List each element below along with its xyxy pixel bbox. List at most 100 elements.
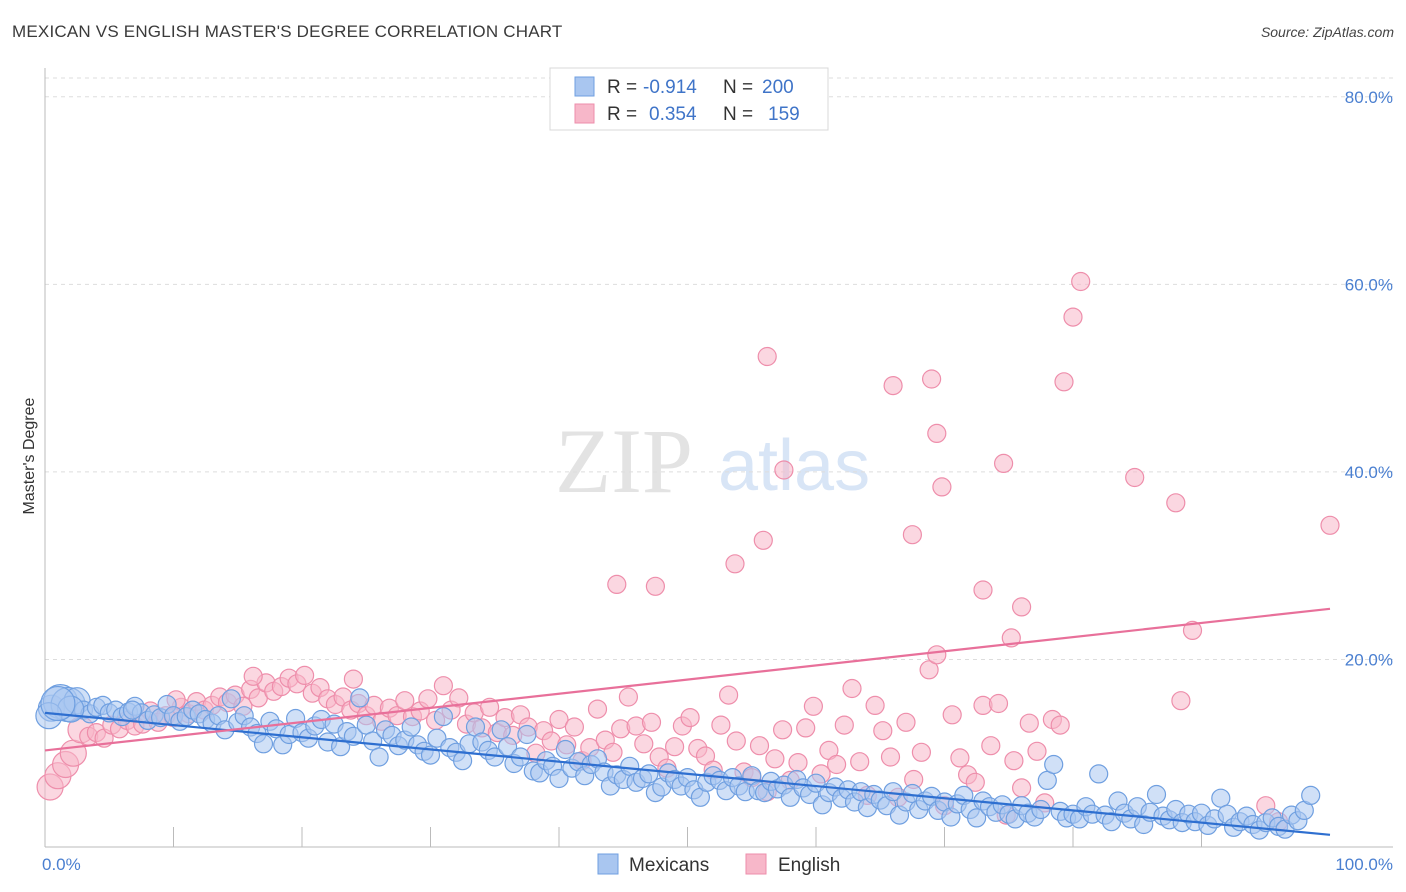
series-legend-label-english: English — [778, 855, 840, 876]
english-point — [343, 669, 363, 689]
mexicans-point — [1089, 764, 1109, 784]
english-point — [873, 721, 893, 741]
english-point — [932, 477, 952, 497]
english-point — [911, 742, 932, 762]
english-point — [865, 695, 885, 716]
english-point — [1019, 713, 1039, 733]
english-point — [753, 530, 773, 550]
english-point — [803, 696, 824, 716]
y-tick-labels: 20.0% 40.0% 60.0% 80.0% — [1345, 88, 1393, 670]
watermark-zip: ZIP — [555, 410, 693, 512]
english-point — [842, 678, 862, 699]
english-point — [1011, 597, 1032, 617]
english-point — [796, 718, 816, 738]
legend-r-value-english: 0.354 — [649, 104, 697, 125]
english-point — [59, 739, 87, 767]
english-point — [757, 346, 777, 367]
english-trend-line — [44, 607, 1331, 752]
english-point — [1027, 741, 1047, 761]
english-point — [902, 525, 923, 545]
english-point — [981, 736, 1001, 756]
y-tick-label-40: 40.0% — [1345, 463, 1393, 482]
legend-n-label-english: N = — [723, 104, 753, 125]
mexicans-point — [253, 734, 274, 754]
english-point — [1050, 715, 1070, 735]
english-point — [641, 712, 662, 732]
english-point — [711, 715, 731, 735]
legend-swatch-english — [574, 103, 595, 124]
english-point — [1011, 778, 1032, 798]
english-point — [433, 676, 453, 696]
series-legend-swatch-english — [745, 853, 767, 875]
mexicans-point — [549, 768, 569, 789]
mexicans-point — [453, 751, 473, 771]
english-point — [726, 731, 746, 751]
english-point — [772, 720, 793, 740]
legend-r-value-mexicans: -0.914 — [643, 77, 697, 98]
mexicans-point — [427, 728, 447, 748]
english-point — [395, 691, 415, 711]
legend-r-label-english: R = — [607, 104, 637, 125]
english-point — [295, 665, 315, 686]
english-point — [1004, 751, 1024, 771]
english-point — [942, 705, 962, 725]
english-point — [664, 737, 685, 757]
english-point — [618, 687, 639, 707]
mexicans-point — [780, 787, 800, 807]
english-point — [725, 554, 745, 574]
english-point — [765, 749, 785, 769]
series-legend: Mexicans English — [597, 853, 840, 876]
english-point — [850, 752, 870, 772]
english-point — [993, 453, 1014, 473]
english-point — [587, 699, 608, 719]
legend-n-value-english: 159 — [768, 104, 800, 125]
english-point — [883, 376, 903, 396]
trend-lines — [44, 607, 1331, 836]
legend-r-label-mexicans: R = — [607, 77, 637, 98]
mexicans-point — [806, 773, 826, 793]
mexicans-point — [40, 685, 76, 722]
english-point — [1063, 307, 1083, 327]
mexicans-point — [491, 720, 511, 740]
legend-n-label-mexicans: N = — [723, 77, 753, 98]
english-point — [449, 688, 469, 708]
english-point — [1071, 271, 1091, 292]
english-point — [1054, 372, 1074, 392]
mexicans-point — [1031, 799, 1051, 820]
english-point — [927, 423, 947, 443]
series-legend-label-mexicans: Mexicans — [629, 855, 709, 876]
english-point — [834, 715, 854, 735]
english-point — [965, 772, 985, 792]
english-point — [896, 712, 916, 732]
english-point — [950, 748, 970, 768]
x-tick-label-min: 0.0% — [42, 855, 81, 874]
mexicans-point — [1211, 788, 1231, 808]
mexicans-point — [350, 688, 370, 708]
x-tick-label-max: 100.0% — [1335, 855, 1393, 874]
english-point — [1171, 691, 1191, 711]
english-point — [607, 574, 627, 595]
english-point — [826, 754, 847, 775]
y-axis-label: Master's Degree — [21, 397, 38, 514]
y-tick-label-60: 60.0% — [1345, 275, 1393, 294]
mexicans-point — [401, 717, 421, 737]
english-point — [645, 576, 666, 596]
english-point — [1166, 493, 1186, 513]
legend-n-value-mexicans: 200 — [762, 77, 794, 98]
english-point — [1125, 467, 1145, 488]
chart-title: MEXICAN VS ENGLISH MASTER'S DEGREE CORRE… — [12, 22, 563, 41]
y-tick-label-20: 20.0% — [1345, 650, 1393, 669]
english-point — [549, 709, 569, 730]
x-axis-ticks — [173, 827, 1202, 847]
data-points — [35, 271, 1340, 840]
mexicans-point — [555, 739, 576, 760]
mexicans-point — [966, 808, 987, 828]
english-point — [927, 645, 947, 665]
english-point — [564, 717, 585, 737]
grid-lines — [45, 77, 1393, 660]
mexicans-point — [1146, 784, 1167, 805]
mexicans-point — [369, 747, 389, 767]
y-tick-label-80: 80.0% — [1345, 88, 1393, 107]
mexicans-point — [517, 724, 537, 745]
